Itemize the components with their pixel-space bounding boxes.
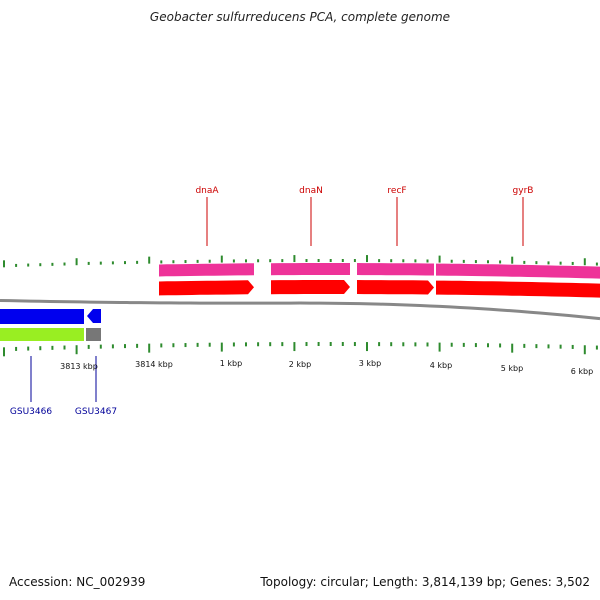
gene-label-recF: recF bbox=[387, 186, 406, 196]
position-label: 6 kbp bbox=[571, 367, 593, 376]
gene-label-dnaA: dnaA bbox=[195, 186, 219, 196]
position-label: 3813 kbp bbox=[60, 362, 98, 371]
gene-label-GSU3467: GSU3467 bbox=[75, 407, 117, 417]
position-label: 1 kbp bbox=[220, 359, 242, 368]
feature-band-gyrB bbox=[436, 263, 600, 279]
position-label: 3 kbp bbox=[359, 359, 381, 368]
cds-arrow-recF bbox=[357, 280, 434, 295]
feature-band-dnaA bbox=[159, 263, 254, 277]
gene-label-gyrB: gyrB bbox=[513, 186, 534, 196]
gene-label-dnaN: dnaN bbox=[299, 186, 323, 196]
cds-arrow-GSU3467 bbox=[87, 309, 101, 323]
map-title: Geobacter sulfurreducens PCA, complete g… bbox=[149, 10, 451, 24]
gene-label-GSU3466: GSU3466 bbox=[10, 407, 52, 417]
feature-band-dnaN bbox=[271, 263, 350, 276]
genome-backbone bbox=[0, 298, 600, 321]
feature-band-recF bbox=[357, 263, 434, 276]
cds-arrow-dnaN bbox=[271, 280, 350, 295]
position-label: 2 kbp bbox=[289, 360, 311, 369]
position-label: 4 kbp bbox=[430, 361, 452, 370]
position-label: 5 kbp bbox=[501, 364, 523, 373]
genome-summary: Topology: circular; Length: 3,814,139 bp… bbox=[260, 575, 590, 589]
feature-band-GSU3467 bbox=[86, 328, 101, 341]
cds-arrow-GSU3466 bbox=[0, 309, 84, 324]
cds-arrow-dnaA bbox=[159, 280, 254, 296]
position-label: 3814 kbp bbox=[135, 360, 173, 369]
accession-label: Accession: NC_002939 bbox=[9, 575, 146, 589]
cds-arrow-gyrB bbox=[436, 280, 600, 298]
feature-band-GSU3466 bbox=[0, 328, 84, 341]
